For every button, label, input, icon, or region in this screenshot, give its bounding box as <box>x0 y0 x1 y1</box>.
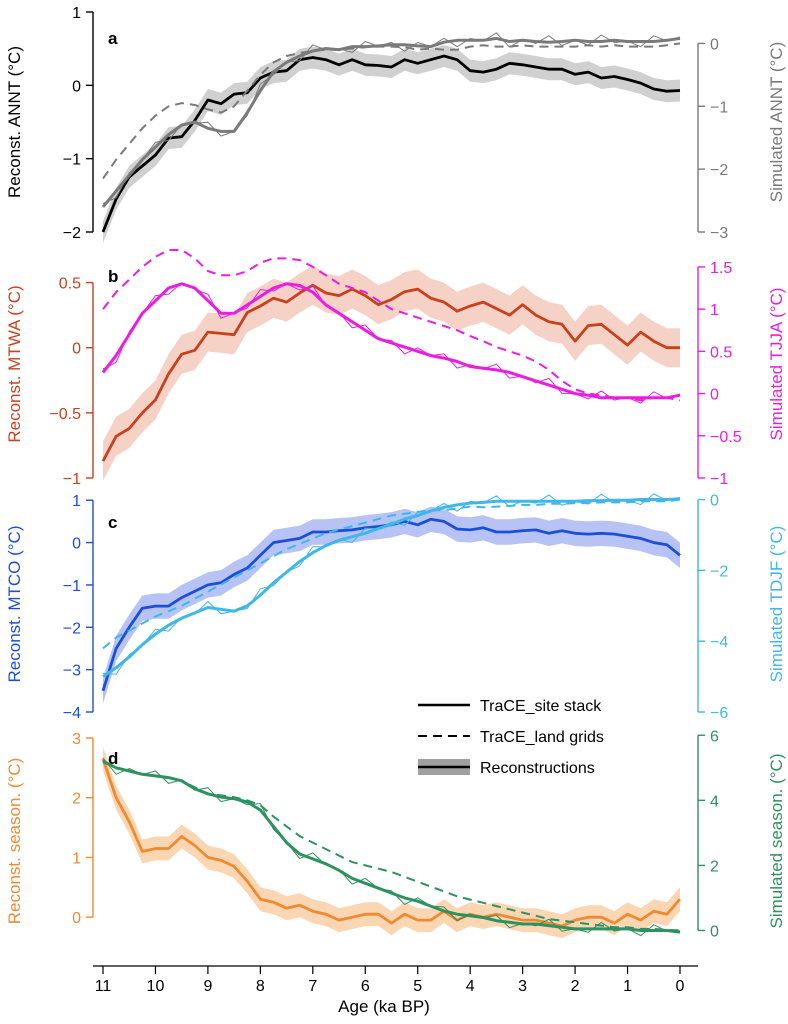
x-tick-label-11: 0 <box>676 978 685 995</box>
panel-c: 1 0 −1 −2 −3 −4 0 −2 −4 −6 Reconst. MTCO (°C) Simul… <box>5 493 786 722</box>
left-tick-label-c-5: −4 <box>63 705 81 722</box>
panel-a: 1 0 −1 −2 0 −1 −2 −3 Reconst. ANNT (°C) Simulated… <box>5 5 786 243</box>
right-tick-label-a-1: −1 <box>710 99 728 116</box>
left-tick-label-c-0: 1 <box>72 493 81 510</box>
series-trace-land-grids-d <box>102 760 681 932</box>
left-tick-label-b-3: −1 <box>63 471 81 488</box>
series-trace-site-stack-thin-d <box>102 757 681 937</box>
series-reconstructions-b <box>101 283 680 462</box>
right-tick-label-d-3: 0 <box>710 923 719 940</box>
x-tick-label-9: 2 <box>571 978 580 995</box>
right-tick-label-d-2: 2 <box>710 858 719 875</box>
left-tick-label-d-1: 2 <box>72 791 81 808</box>
series-trace-site-stack-thin-c <box>102 493 681 675</box>
panel-b: 0.5 0 −0.5 −1 1.5 1 0.5 0 −0.5 −1 Reconst. MTWA (°… <box>5 249 786 488</box>
right-tick-label-c-2: −4 <box>710 634 728 651</box>
right-tick-label-b-1: 1 <box>710 302 719 319</box>
left-tick-label-c-3: −2 <box>63 620 81 637</box>
legend-label-land-grids: TraCE_land grids <box>480 729 604 746</box>
panel-letter-d: d <box>108 749 118 768</box>
band-c <box>103 506 680 704</box>
x-tick-label-3: 8 <box>256 978 265 995</box>
x-axis-title: Age (ka BP) <box>338 997 430 1016</box>
x-tick-label-10: 1 <box>623 978 632 995</box>
right-tick-label-b-2: 0.5 <box>710 344 732 361</box>
x-tick-label-1: 10 <box>147 978 165 995</box>
series-trace-site-stack-d <box>102 759 681 934</box>
legend: TraCE_site stack TraCE_land grids Recons… <box>418 698 604 777</box>
right-tick-label-d-0: 6 <box>710 728 719 745</box>
right-tick-label-b-4: −0.5 <box>710 429 742 446</box>
x-ticks: 11 10 9 8 7 6 5 4 3 2 1 0 <box>95 966 685 995</box>
panel-letter-b: b <box>108 267 118 286</box>
right-tick-label-b-3: 0 <box>710 387 719 404</box>
left-axis-title-a: Reconst. ANNT (°C) <box>5 46 24 198</box>
series-trace-land-grids-b <box>102 249 681 402</box>
series-trace-site-stack-a <box>101 36 681 208</box>
series-trace-site-stack-thin-b <box>102 282 681 404</box>
series-trace-site-stack-c <box>102 497 681 678</box>
legend-label-site-stack: TraCE_site stack <box>480 698 602 715</box>
right-tick-label-c-1: −2 <box>710 563 728 580</box>
x-axis: 11 10 9 8 7 6 5 4 3 2 1 0 Age (ka BP) <box>93 965 698 1016</box>
x-tick-label-5: 6 <box>361 978 370 995</box>
right-tick-label-d-1: 4 <box>710 793 719 810</box>
band-b <box>103 265 680 481</box>
right-tick-label-c-0: 0 <box>710 493 719 510</box>
left-tick-label-a-2: −1 <box>63 152 81 169</box>
x-tick-label-2: 9 <box>203 978 212 995</box>
left-axis-title-b: Reconst. MTWA (°C) <box>5 285 24 442</box>
series-trace-land-grids-a <box>102 42 681 180</box>
left-tick-label-b-0: 0.5 <box>59 276 81 293</box>
left-tick-label-d-0: 3 <box>72 731 81 748</box>
series-reconstructions-d <box>101 758 682 928</box>
left-tick-label-c-2: −1 <box>63 578 81 595</box>
right-axis-title-d: Simulated season. (°C) <box>767 754 786 929</box>
right-tick-label-a-0: 0 <box>710 36 719 53</box>
right-tick-label-b-0: 1.5 <box>710 260 732 277</box>
x-tick-label-7: 4 <box>466 978 475 995</box>
x-tick-label-6: 5 <box>413 978 422 995</box>
legend-label-reconstructions: Reconstructions <box>480 760 595 777</box>
left-tick-label-a-0: 1 <box>72 5 81 22</box>
band-d <box>103 746 680 939</box>
x-tick-label-0: 11 <box>95 978 112 995</box>
x-tick-label-8: 3 <box>518 978 527 995</box>
left-axis-title-c: Reconst. MTCO (°C) <box>5 526 24 683</box>
left-axis-title-d: Reconst. season. (°C) <box>5 758 24 924</box>
left-tick-label-d-2: 1 <box>72 850 81 867</box>
left-tick-label-a-3: −2 <box>63 225 81 242</box>
x-tick-label-4: 7 <box>308 978 317 995</box>
right-axis-title-a: Simulated ANNT (°C) <box>767 42 786 202</box>
panel-letter-c: c <box>108 513 117 532</box>
series-trace-site-stack-thin-a <box>102 32 681 205</box>
left-tick-label-d-3: 0 <box>72 910 81 927</box>
right-tick-label-a-3: −3 <box>710 225 728 242</box>
left-tick-label-c-4: −3 <box>63 663 81 680</box>
right-tick-label-b-5: −1 <box>710 471 728 488</box>
panel-letter-a: a <box>108 29 118 48</box>
left-tick-label-b-2: −0.5 <box>49 406 81 423</box>
panels-layer: 1 0 −1 −2 0 −1 −2 −3 Reconst. ANNT (°C) Simulated… <box>5 5 786 940</box>
panel-d: 3 2 1 0 6 4 2 0 Reconst. season. (°C) Simulated s… <box>5 728 786 940</box>
series-reconstructions-a <box>101 54 681 233</box>
right-tick-label-a-2: −2 <box>710 162 728 179</box>
left-tick-label-c-1: 0 <box>72 536 81 553</box>
left-tick-label-b-1: 0 <box>72 341 81 358</box>
left-tick-label-a-1: 0 <box>72 78 81 95</box>
right-tick-label-c-3: −6 <box>710 705 728 722</box>
right-axis-title-b: Simulated TJJA (°C) <box>767 288 786 441</box>
series-trace-site-stack-b <box>101 282 681 400</box>
band-a <box>103 45 680 243</box>
right-axis-title-c: Simulated TDJF (°C) <box>767 526 786 683</box>
